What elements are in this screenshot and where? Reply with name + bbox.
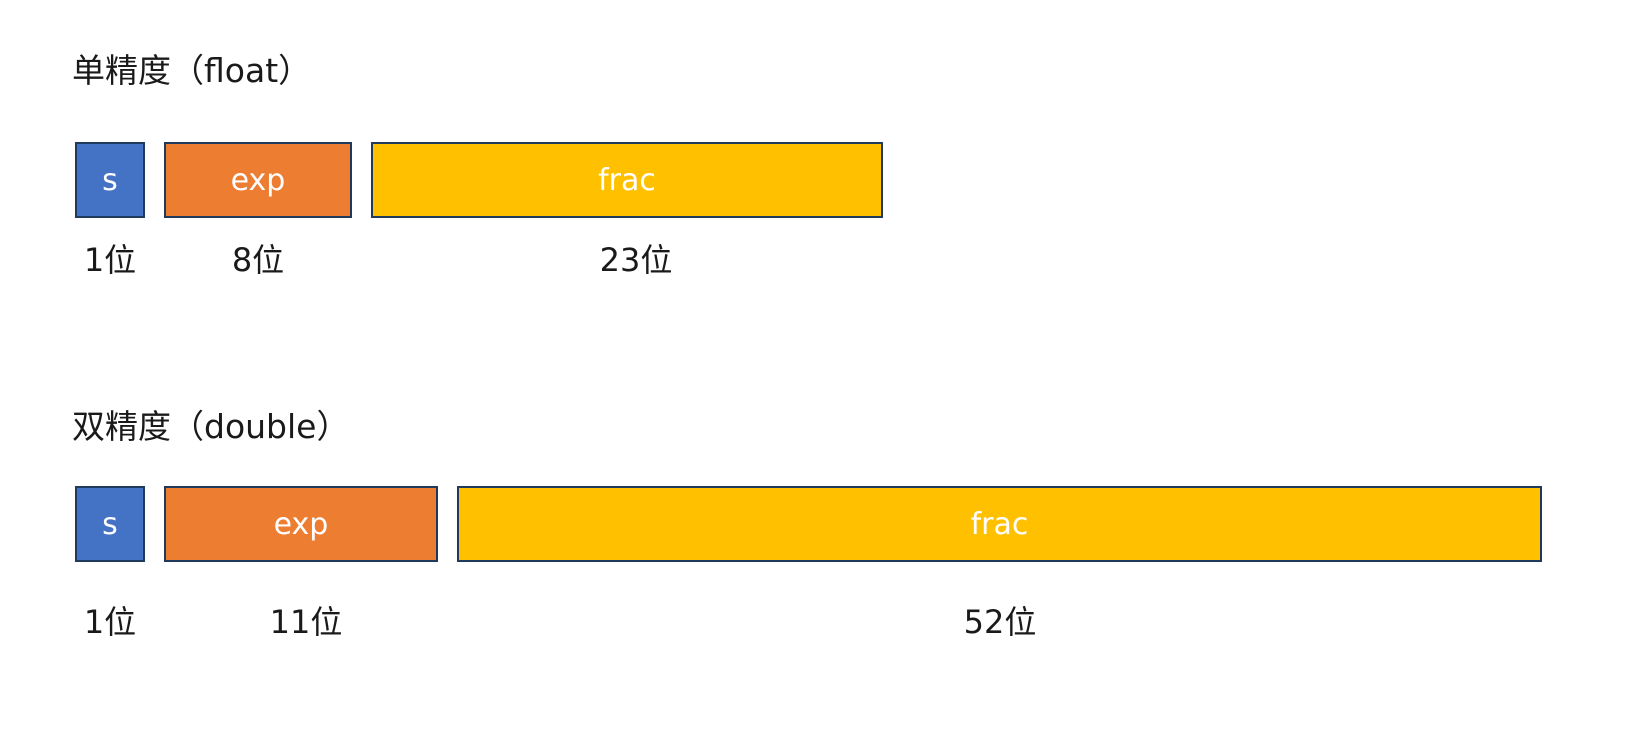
double-frac-label: frac: [971, 507, 1029, 542]
float-title: 单精度（float）: [72, 54, 311, 87]
float-sign-field: s: [75, 142, 145, 218]
float-sign-label: s: [102, 163, 118, 198]
double-exp-field: exp: [164, 486, 438, 562]
double-sign-label: s: [102, 507, 118, 542]
float-exp-field: exp: [164, 142, 352, 218]
float-frac-bits: 23位: [586, 244, 686, 276]
float-exp-label: exp: [231, 163, 286, 198]
float-exp-bits: 8位: [208, 244, 308, 276]
float-frac-field: frac: [371, 142, 883, 218]
double-frac-bits: 52位: [950, 606, 1050, 638]
double-frac-field: frac: [457, 486, 1542, 562]
double-sign-field: s: [75, 486, 145, 562]
double-exp-bits: 11位: [256, 606, 356, 638]
double-exp-label: exp: [274, 507, 329, 542]
float-frac-label: frac: [598, 163, 656, 198]
double-sign-bits: 1位: [60, 606, 160, 638]
double-title: 双精度（double）: [72, 410, 349, 443]
float-sign-bits: 1位: [60, 244, 160, 276]
